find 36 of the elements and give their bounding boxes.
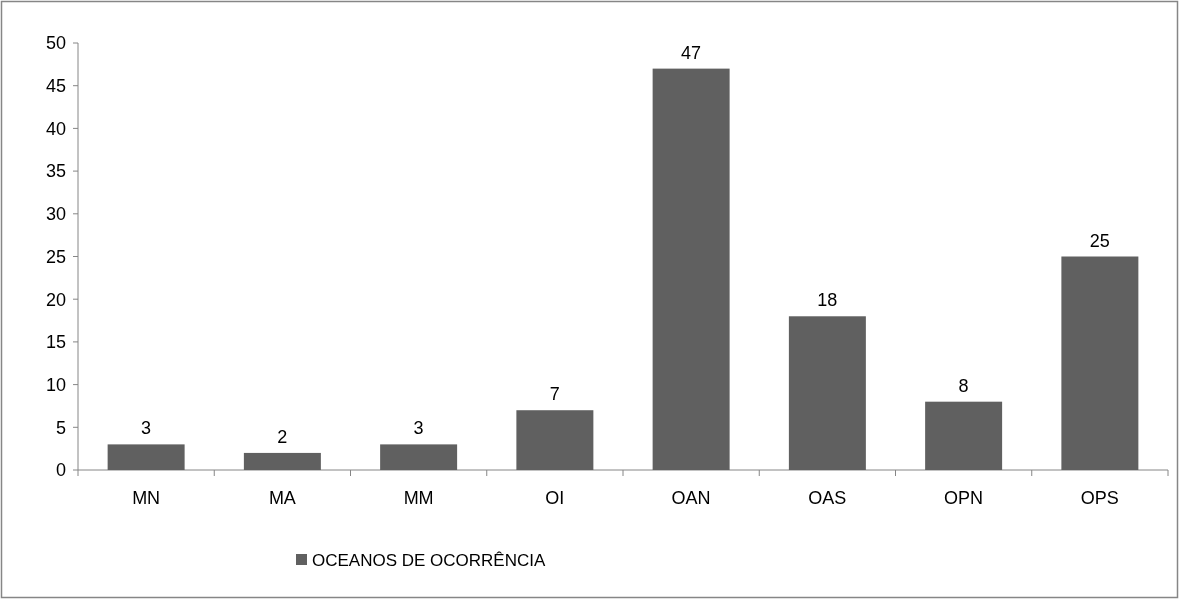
data-label: 8 <box>958 375 969 396</box>
x-tick-label: OPS <box>1080 488 1119 508</box>
x-tick-label: MN <box>132 488 161 508</box>
bar <box>516 410 594 470</box>
bar <box>107 444 185 470</box>
x-tick-label: MM <box>403 488 434 508</box>
data-label: 7 <box>549 384 560 405</box>
x-tick-label: OPN <box>944 488 984 508</box>
y-tick-label: 25 <box>45 246 66 267</box>
y-tick-label: 15 <box>45 332 66 353</box>
x-tick-label: OAS <box>808 488 847 508</box>
bar <box>788 316 866 470</box>
y-tick-label: 0 <box>55 460 66 481</box>
y-tick-label: 35 <box>45 161 66 182</box>
data-label: 47 <box>681 42 702 63</box>
x-tick-label: OAN <box>671 488 711 508</box>
y-tick-label: 50 <box>45 33 66 54</box>
data-label: 18 <box>817 290 838 311</box>
y-tick-label: 30 <box>45 204 66 225</box>
y-tick-label: 10 <box>45 374 66 395</box>
bar <box>1061 256 1139 470</box>
data-label: 3 <box>141 418 152 439</box>
bar <box>652 68 730 470</box>
data-label: 3 <box>413 418 424 439</box>
x-tick-label: MA <box>268 488 296 508</box>
legend-label: OCEANOS DE OCORRÊNCIA <box>312 550 546 570</box>
data-label: 2 <box>277 426 288 447</box>
y-tick-label: 5 <box>55 417 66 438</box>
y-tick-label: 45 <box>45 76 66 96</box>
bar <box>243 452 321 470</box>
data-label: 25 <box>1089 230 1110 251</box>
bar <box>380 444 458 470</box>
bar <box>925 401 1003 470</box>
y-tick-label: 40 <box>45 118 66 139</box>
x-tick-label: OI <box>545 488 565 508</box>
y-tick-label: 20 <box>45 289 66 310</box>
